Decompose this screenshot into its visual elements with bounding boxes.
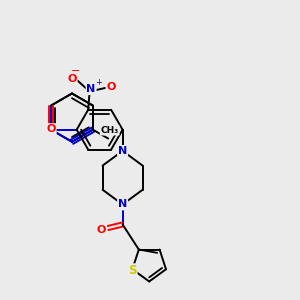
- Text: N: N: [86, 84, 96, 94]
- Text: O: O: [97, 225, 106, 236]
- Text: N: N: [118, 146, 127, 156]
- Text: O: O: [67, 74, 77, 84]
- Text: S: S: [128, 264, 136, 277]
- Text: N: N: [118, 200, 127, 209]
- Text: −: −: [71, 66, 80, 76]
- Text: O: O: [107, 82, 116, 92]
- Text: CH₃: CH₃: [100, 126, 119, 135]
- Text: O: O: [46, 124, 56, 134]
- Text: +: +: [96, 78, 103, 87]
